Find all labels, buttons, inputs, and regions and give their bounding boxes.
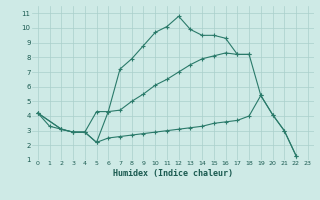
X-axis label: Humidex (Indice chaleur): Humidex (Indice chaleur)	[113, 169, 233, 178]
